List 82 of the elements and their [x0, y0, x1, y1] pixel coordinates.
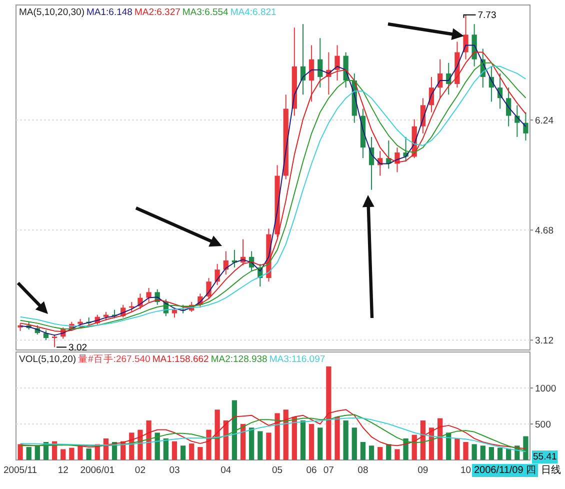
- bar: [34, 446, 40, 460]
- bar: [198, 447, 203, 460]
- x-tick-label: 12: [58, 465, 68, 476]
- bar: [154, 432, 160, 460]
- bar: [18, 444, 23, 460]
- bar: [334, 416, 340, 460]
- text: 量#百手:267.540: [78, 353, 150, 365]
- x-tick-label: 05: [272, 465, 283, 476]
- bar: [523, 436, 528, 460]
- bar: [437, 418, 443, 460]
- bar: [308, 424, 314, 460]
- bar: [386, 444, 392, 460]
- legend-title: MA(5,10,20,30): [19, 7, 84, 18]
- x-tick-label: 03: [169, 465, 180, 476]
- y-tick-label: 6.24: [535, 116, 554, 126]
- bar: [497, 448, 503, 460]
- text: MA3:116.097: [269, 354, 326, 365]
- bar: [326, 366, 332, 460]
- text: MA1:6.148: [86, 7, 132, 18]
- bar: [394, 449, 400, 460]
- x-tick-label: 10: [460, 465, 472, 476]
- y-tick-label: 4.68: [535, 226, 554, 237]
- text: 日线: [541, 464, 562, 476]
- bar: [206, 430, 212, 460]
- bar: [163, 438, 168, 460]
- bar: [240, 424, 246, 460]
- y-tick-label: 3.12: [535, 336, 554, 347]
- bar: [488, 447, 494, 460]
- bar: [403, 438, 408, 460]
- bar: [360, 442, 366, 460]
- annotation: 7.73: [478, 10, 496, 21]
- bar: [78, 446, 83, 460]
- x-tick-label: 07: [323, 465, 334, 476]
- annotation: 55.41: [533, 452, 557, 463]
- bar: [214, 410, 220, 460]
- bar: [318, 428, 323, 460]
- bar: [352, 428, 357, 460]
- bar: [480, 446, 486, 460]
- x-tick-label: 2005/11: [3, 465, 38, 476]
- x-tick-label: 08: [358, 465, 368, 476]
- bar: [283, 410, 288, 460]
- text: MA3:6.554: [182, 7, 228, 18]
- legend-title: VOL(5,10,20): [19, 354, 76, 365]
- bar: [189, 443, 194, 460]
- bar: [86, 448, 92, 460]
- bar: [506, 448, 512, 460]
- text: MA1:158.662: [152, 354, 209, 365]
- text: 2006/11/09 四: [474, 465, 536, 476]
- bar: [138, 430, 143, 460]
- x-tick-label: 09: [418, 465, 428, 476]
- bar: [146, 420, 152, 460]
- bar: [343, 420, 348, 460]
- bar: [69, 448, 74, 460]
- bar: [274, 413, 280, 460]
- bar: [258, 431, 263, 460]
- bar: [172, 441, 178, 460]
- bar: [223, 420, 228, 460]
- text: MA4:6.821: [230, 7, 276, 18]
- bar: [454, 438, 460, 460]
- bar: [292, 416, 297, 460]
- x-tick-label: 04: [220, 465, 232, 476]
- bar: [446, 432, 452, 460]
- x-tick-label: 2006/01: [80, 465, 115, 476]
- x-tick-label: 06: [306, 465, 317, 476]
- y-tick-label: 500: [535, 420, 551, 430]
- bar: [420, 420, 426, 460]
- y-tick-label: 1000: [535, 384, 556, 394]
- bar: [26, 447, 32, 460]
- bar: [232, 400, 238, 460]
- bar: [180, 446, 186, 460]
- bar: [472, 444, 477, 460]
- bar: [463, 442, 468, 460]
- text: MA2:128.938: [210, 354, 268, 365]
- x-tick-label: 02: [134, 465, 146, 476]
- bar: [368, 446, 374, 460]
- bar: [249, 428, 254, 460]
- bar: [266, 432, 272, 460]
- annotation: 3.02: [68, 342, 88, 354]
- bar: [60, 449, 66, 460]
- bar: [378, 447, 383, 460]
- text: MA2:6.327: [134, 7, 180, 18]
- bar: [300, 420, 306, 460]
